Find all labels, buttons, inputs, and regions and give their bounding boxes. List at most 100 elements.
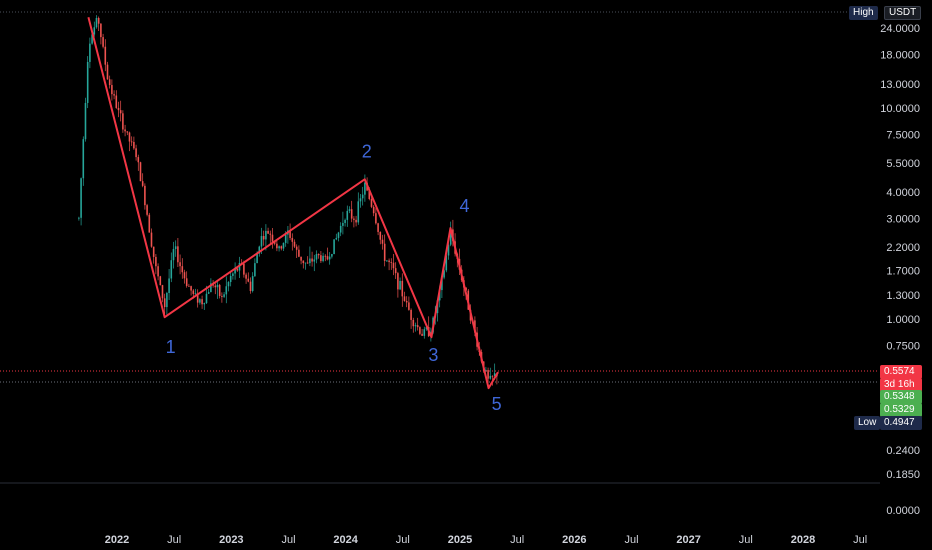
- candle-body: [425, 327, 428, 330]
- candle-body: [218, 284, 221, 296]
- candle-body: [234, 268, 236, 274]
- candle-body: [225, 286, 228, 295]
- elliott-wave-layer[interactable]: 1 2 3 4 5: [87, 16, 502, 414]
- candle-body: [344, 219, 346, 223]
- price-tick-label: 1.3000: [886, 290, 920, 302]
- price-tick-label: 0.1850: [886, 469, 920, 481]
- candle-body: [104, 46, 107, 65]
- currency-chip[interactable]: USDT: [884, 6, 922, 20]
- candle-body: [339, 225, 342, 233]
- candle-body: [207, 292, 210, 294]
- candle-body: [289, 230, 291, 238]
- candle-body: [394, 268, 397, 274]
- time-axis[interactable]: 2022 Jul 2023 Jul 2024 Jul 2025 Jul 2026 Jul 2027 J…: [105, 534, 867, 546]
- candle-body: [383, 243, 386, 261]
- candle-body: [155, 256, 157, 267]
- candle-body: [271, 234, 274, 242]
- candle-body: [245, 274, 247, 279]
- wave-label-5: 5: [492, 394, 502, 414]
- candle-body: [320, 255, 322, 262]
- candle-body: [309, 258, 311, 264]
- candle-body: [157, 266, 159, 277]
- candle-body: [133, 141, 135, 149]
- candle-body: [419, 327, 421, 334]
- candle-body: [205, 293, 208, 304]
- candle-body: [254, 263, 256, 277]
- wave-label-1: 1: [166, 337, 176, 357]
- time-tick-label: 2027: [676, 534, 700, 546]
- candle-body: [139, 162, 142, 182]
- candle-body: [326, 256, 329, 260]
- candle-body: [491, 375, 494, 377]
- candle-body: [397, 273, 399, 290]
- candle-body: [201, 299, 203, 305]
- candle-body: [379, 231, 382, 240]
- candle-body: [276, 243, 278, 249]
- candle-body: [408, 302, 410, 310]
- candle-body: [368, 190, 371, 199]
- candle-body: [168, 278, 170, 293]
- time-tick-label: 2022: [105, 534, 129, 546]
- candle-body: [313, 259, 316, 262]
- price-tick-label: 4.0000: [886, 187, 920, 199]
- candle-body: [95, 17, 98, 28]
- price-tick-label: 24.0000: [880, 23, 920, 35]
- candle-body: [122, 113, 124, 130]
- candle-body: [361, 194, 364, 199]
- candle-body: [291, 237, 294, 242]
- candle-body: [159, 276, 162, 286]
- candle-body: [89, 43, 91, 62]
- candle-body: [97, 17, 100, 24]
- time-tick-label: 2028: [791, 534, 815, 546]
- candle-body: [390, 262, 393, 263]
- candle-body: [179, 262, 181, 267]
- price-axis[interactable]: 24.0000 18.0000 13.0000 10.0000 7.5000 5.5000…: [880, 23, 920, 517]
- candle-body: [148, 214, 151, 233]
- candle-body: [465, 287, 467, 291]
- candle-body: [174, 246, 177, 249]
- candle-body: [449, 229, 452, 245]
- candle-body: [223, 294, 225, 297]
- candle-body: [359, 198, 362, 202]
- candle-body: [115, 95, 118, 108]
- green-price-tag-2: 0.5329: [880, 403, 922, 417]
- candle-body: [82, 139, 85, 179]
- candle-body: [317, 254, 320, 256]
- candle-body: [243, 263, 245, 275]
- candle-body: [392, 262, 395, 269]
- candle-body: [315, 254, 318, 260]
- candle-body: [306, 262, 309, 264]
- candle-body: [258, 246, 261, 254]
- candle-body: [247, 278, 250, 282]
- price-tick-label: 3.0000: [886, 213, 920, 225]
- candle-body: [199, 299, 201, 303]
- candle-body: [117, 107, 120, 111]
- candle-body: [493, 373, 496, 377]
- green-price-tag-1: 0.5348: [880, 390, 922, 404]
- candle-body: [377, 223, 379, 232]
- candle-body: [357, 201, 360, 223]
- wave-label-3: 3: [428, 345, 438, 365]
- price-tick-label: 5.5000: [886, 158, 920, 170]
- candle-body: [355, 219, 357, 223]
- candles-layer: [78, 15, 498, 388]
- candle-body: [113, 94, 115, 96]
- elliott-wave-line: [87, 16, 499, 390]
- candle-body: [388, 260, 390, 263]
- price-tick-label: 0.2400: [886, 445, 920, 457]
- price-tick-label: 0.7500: [886, 340, 920, 352]
- high-label-chip: High: [849, 6, 878, 20]
- candle-body: [403, 296, 406, 301]
- candle-body: [280, 246, 283, 249]
- candle-body: [106, 64, 109, 80]
- candle-body: [423, 329, 426, 336]
- candle-body: [260, 236, 263, 247]
- candle-body: [216, 284, 219, 288]
- time-tick-label: 2023: [219, 534, 243, 546]
- candle-body: [370, 198, 373, 207]
- candle-body: [333, 239, 335, 255]
- candle-body: [405, 300, 408, 303]
- candle-body: [229, 275, 232, 283]
